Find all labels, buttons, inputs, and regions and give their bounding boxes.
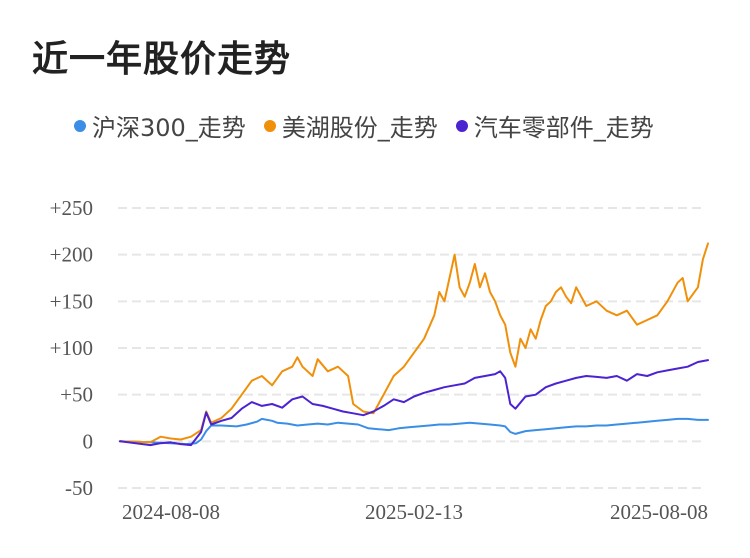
series-line-2 — [119, 359, 709, 447]
legend-label: 美湖股份_走势 — [281, 114, 438, 142]
y-tick-label: +250 — [50, 196, 93, 220]
series-line-1 — [119, 242, 709, 444]
legend-item[interactable]: 美湖股份_走势 — [263, 108, 438, 143]
y-tick-label: -50 — [65, 476, 93, 500]
y-tick-label: +50 — [60, 383, 93, 407]
legend-label: 沪深300_走势 — [92, 114, 246, 142]
legend-marker — [74, 119, 86, 132]
legend-item[interactable]: 汽车零部件_走势 — [455, 108, 654, 143]
legend-marker — [263, 119, 276, 132]
y-tick-label: 0 — [83, 429, 94, 453]
chart-title: 近一年股价走势 — [32, 39, 292, 80]
legend-item[interactable]: 沪深300_走势 — [74, 108, 246, 143]
legend-marker — [455, 119, 468, 132]
y-tick-label: +100 — [50, 336, 93, 360]
x-tick-label: 2025-08-08 — [610, 500, 708, 524]
series-line-0 — [119, 417, 709, 446]
legend-label: 汽车零部件_走势 — [473, 114, 654, 142]
x-tick-label: 2024-08-08 — [122, 500, 220, 524]
legend: 沪深300_走势 美湖股份_走势 汽车零部件_走势 — [74, 108, 672, 143]
y-tick-label: +150 — [50, 289, 93, 313]
y-tick-label: +200 — [50, 243, 93, 267]
x-tick-label: 2025-02-13 — [365, 500, 463, 524]
